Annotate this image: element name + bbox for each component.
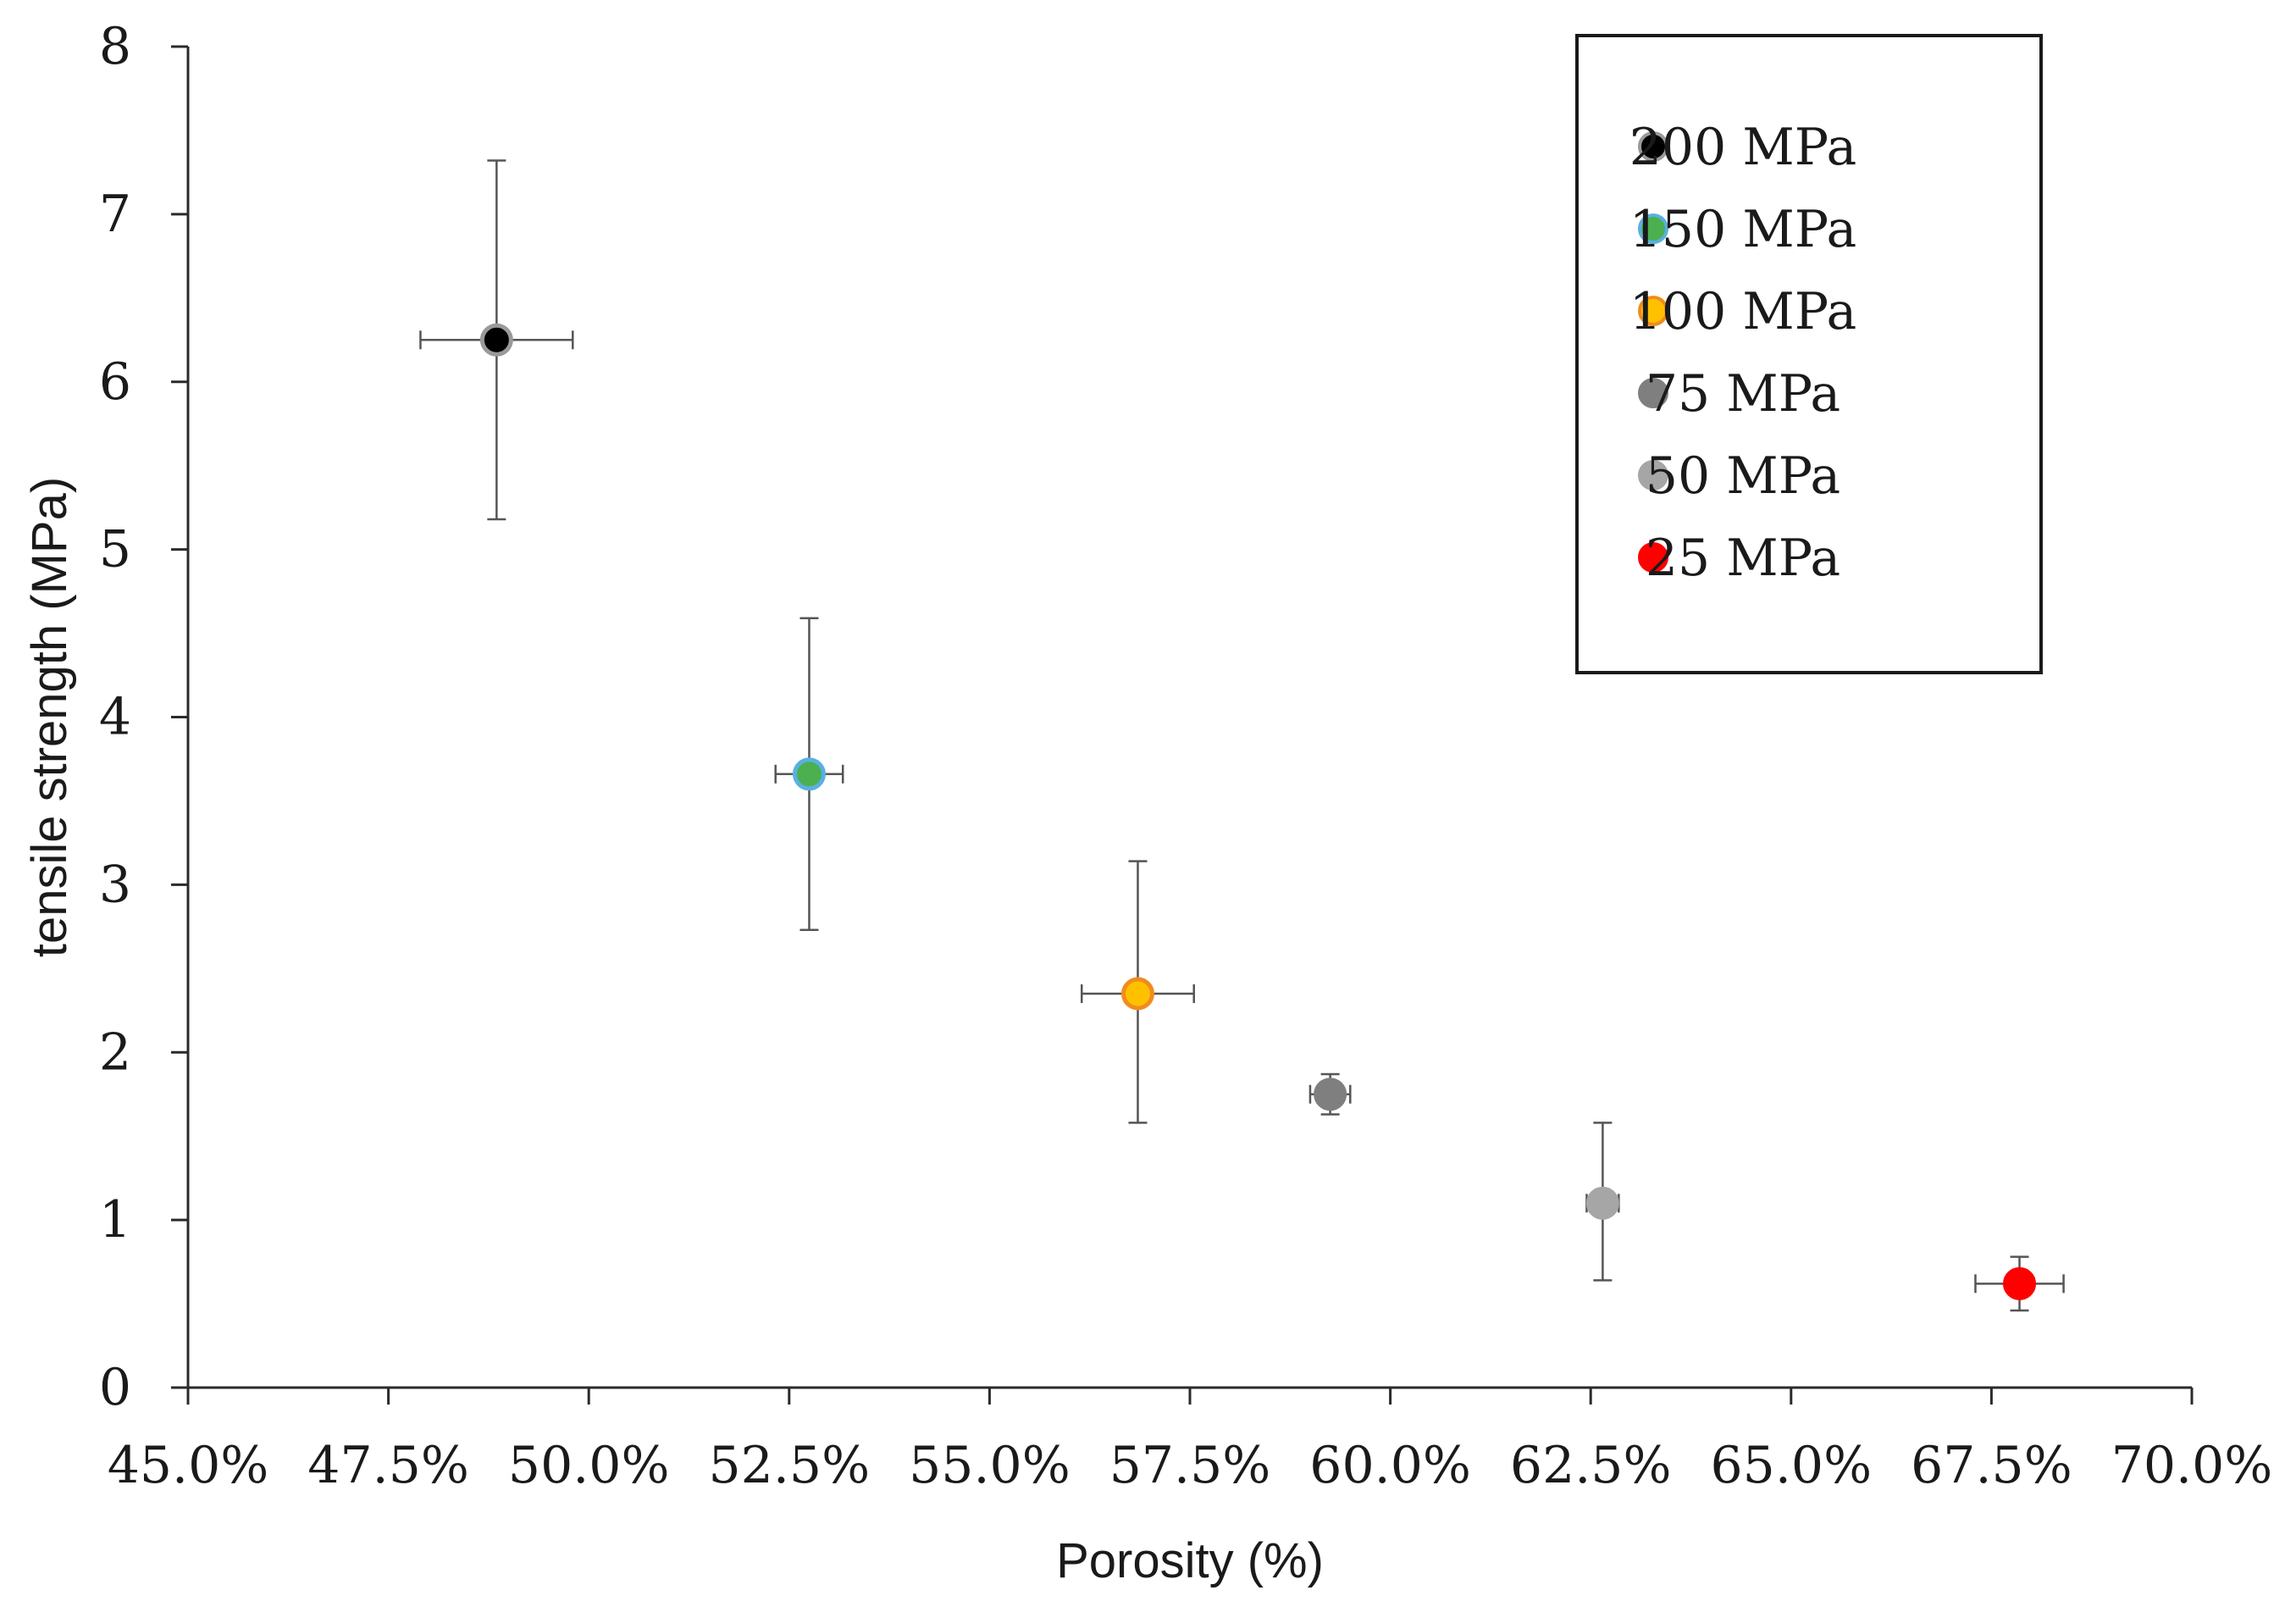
x-tick-label: 45.0% xyxy=(108,1436,269,1495)
legend-label: 25 MPa xyxy=(1646,529,1840,588)
legend-label: 50 MPa xyxy=(1646,446,1840,506)
data-point-50-mpa xyxy=(1585,1186,1619,1220)
x-tick-label: 62.5% xyxy=(1510,1436,1672,1495)
data-points xyxy=(479,323,2037,1300)
x-tick-label: 57.5% xyxy=(1109,1436,1271,1495)
legend-label: 200 MPa xyxy=(1629,118,1856,177)
data-point-25-mpa xyxy=(2003,1266,2037,1300)
x-axis-title: Porosity (%) xyxy=(1056,1533,1324,1588)
data-point-75-mpa xyxy=(1314,1078,1347,1111)
legend-marker-150-mpa xyxy=(1638,213,1668,244)
x-tick-label: 70.0% xyxy=(2111,1436,2273,1495)
y-tick-label: 4 xyxy=(99,688,131,747)
y-axis-title: tensile strength (MPa) xyxy=(22,477,77,957)
y-tick-label: 5 xyxy=(99,520,131,579)
legend-marker-50-mpa xyxy=(1638,460,1668,490)
axes: 45.0% 47.5% 50.0% 52.5% 55.0% 57.5% 60.0% 62.5%… xyxy=(99,17,2272,1495)
y-tick-label: 7 xyxy=(99,185,131,244)
x-tick-label: 67.5% xyxy=(1911,1436,2072,1495)
legend-marker-25-mpa xyxy=(1638,542,1668,573)
x-tick-label: 60.0% xyxy=(1309,1436,1471,1495)
legend-marker-200-mpa xyxy=(1638,131,1668,162)
y-tick-label: 8 xyxy=(99,17,131,76)
legend-marker-100-mpa xyxy=(1638,296,1668,326)
y-tick-label: 0 xyxy=(99,1358,131,1417)
data-point-100-mpa xyxy=(1120,977,1154,1011)
legend: 200 MPa 150 MPa 100 MPa 75 MPa 50 MPa 25 MPa xyxy=(1575,34,2043,674)
data-point-150-mpa xyxy=(792,757,826,791)
x-tick-label: 47.5% xyxy=(307,1436,469,1495)
legend-label: 75 MPa xyxy=(1646,364,1840,424)
legend-label: 150 MPa xyxy=(1629,200,1856,259)
x-tick-label: 65.0% xyxy=(1710,1436,1872,1495)
legend-label: 100 MPa xyxy=(1629,282,1856,341)
y-tick-label: 3 xyxy=(99,855,131,914)
y-tick-label: 1 xyxy=(99,1190,131,1250)
y-tick-label: 6 xyxy=(99,352,131,412)
x-tick-label: 52.5% xyxy=(708,1436,870,1495)
data-point-200-mpa xyxy=(479,323,513,357)
legend-items: 200 MPa 150 MPa 100 MPa 75 MPa 50 MPa 25 MPa xyxy=(1629,118,1856,588)
x-tick-label: 55.0% xyxy=(909,1436,1071,1495)
x-tick-label: 50.0% xyxy=(508,1436,670,1495)
legend-marker-75-mpa xyxy=(1638,378,1668,408)
y-tick-label: 2 xyxy=(99,1022,131,1082)
